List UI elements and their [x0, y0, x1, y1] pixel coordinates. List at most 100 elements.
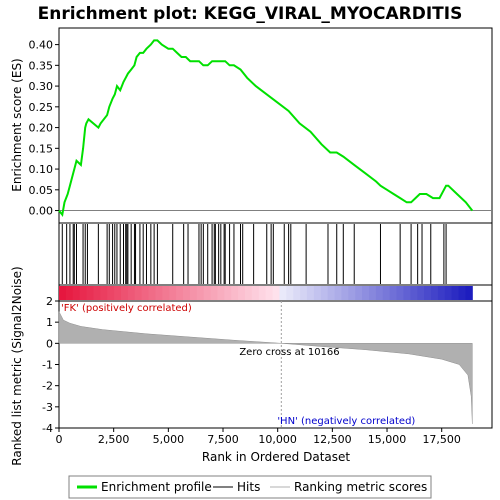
color-bar-segment	[258, 286, 267, 300]
legend-hits-label: Hits	[237, 480, 260, 494]
color-bar-segment	[348, 286, 356, 300]
es-tick-label: 0.10	[29, 163, 54, 176]
color-bar-segment	[65, 286, 74, 300]
color-bar-segment	[217, 286, 225, 300]
es-tick-label: 0.05	[29, 184, 54, 197]
color-bar-segment	[79, 286, 88, 300]
color-bar-segment	[341, 286, 349, 300]
x-tick-label: 5,000	[153, 433, 185, 446]
color-bar-segment	[424, 286, 432, 300]
metric-axis-label: Ranked list metric (Signal2Noise)	[10, 266, 24, 465]
color-bar-segment	[107, 286, 115, 300]
color-bar-segment	[272, 286, 280, 300]
color-bar-segment	[355, 286, 363, 300]
es-axis-label: Enrichment score (ES)	[10, 58, 24, 191]
color-bar-segment	[389, 286, 398, 300]
color-bar-segment	[196, 286, 205, 300]
es-tick-label: 0.20	[29, 122, 54, 135]
color-bar-segment	[189, 286, 198, 300]
color-bar-segment	[410, 286, 418, 300]
x-tick-label: 12,500	[313, 433, 352, 446]
es-axis: 0.00 0.05 0.10 0.15 0.20 0.25 0.30 0.35 0.40	[29, 39, 492, 218]
es-tick-label: 0.40	[29, 39, 54, 52]
color-bar-segment	[231, 286, 239, 300]
es-panel	[58, 27, 493, 224]
legend-metric-label: Ranking metric scores	[294, 480, 427, 494]
color-bar-segment	[382, 286, 391, 300]
color-bar-segment	[403, 286, 411, 300]
metric-axis: 2 1 0 -1 -2 -3 -4	[42, 295, 59, 435]
color-bar-segment	[396, 286, 404, 300]
x-tick-label: 0	[56, 433, 63, 446]
color-bar-segment	[100, 286, 108, 300]
metric-tick-label: -4	[42, 422, 53, 435]
color-bar-segment	[327, 286, 336, 300]
color-bar-segment	[265, 286, 274, 300]
x-tick-label: 7,500	[207, 433, 239, 446]
color-bar-segment	[451, 286, 460, 300]
metric-tick-label: 1	[46, 316, 53, 329]
color-bar-segment	[162, 286, 170, 300]
es-tick-label: 0.00	[29, 205, 54, 218]
es-tick-label: 0.30	[29, 80, 54, 93]
color-bar-segment	[293, 286, 301, 300]
color-bar-segment	[306, 286, 315, 300]
ranked-list-color-bar	[59, 286, 473, 300]
metric-panel	[58, 300, 493, 429]
color-bar-segment	[244, 286, 253, 300]
enrichment-profile-line	[58, 39, 474, 218]
color-bar-segment	[417, 286, 425, 300]
x-tick-label: 17,500	[422, 433, 461, 446]
negative-label: 'HN' (negatively correlated)	[277, 416, 415, 427]
metric-tick-label: -2	[42, 380, 53, 393]
color-bar-segment	[279, 286, 287, 300]
chart-title: Enrichment plot: KEGG_VIRAL_MYOCARDITIS	[38, 4, 463, 24]
legend: Enrichment profile Hits Ranking metric s…	[68, 475, 432, 499]
color-bar-segment	[444, 286, 453, 300]
color-bar-segment	[210, 286, 218, 300]
color-bar-segment	[155, 286, 163, 300]
color-bar-segment	[251, 286, 260, 300]
color-bar-segment	[134, 286, 143, 300]
metric-tick-label: 2	[46, 295, 53, 308]
color-bar-segment	[238, 286, 246, 300]
x-axis-label: Rank in Ordered Dataset	[202, 450, 350, 464]
color-bar-segment	[320, 286, 329, 300]
es-tick-label: 0.35	[29, 59, 54, 72]
color-bar-segment	[169, 286, 177, 300]
hits-marks	[61, 224, 447, 284]
x-tick-label: 2,500	[98, 433, 130, 446]
metric-tick-label: -3	[42, 401, 53, 414]
color-bar-segment	[114, 286, 122, 300]
color-bar-segment	[362, 286, 370, 300]
color-bar-segment	[375, 286, 384, 300]
ranking-metric-area	[58, 311, 473, 424]
color-bar-segment	[313, 286, 322, 300]
color-bar-segment	[437, 286, 446, 300]
color-bar-segment	[182, 286, 191, 300]
color-bar-segment	[141, 286, 150, 300]
x-axis: 0 2,500 5,000 7,500 10,000 12,500 15,000 17,500	[56, 428, 461, 446]
color-bar-segment	[59, 286, 67, 300]
color-bar-segment	[86, 286, 94, 300]
color-bar-segment	[430, 286, 439, 300]
es-tick-label: 0.25	[29, 101, 54, 114]
metric-tick-label: 0	[46, 337, 53, 350]
color-bar-segment	[176, 286, 184, 300]
positive-label: 'FK' (positively correlated)	[61, 303, 192, 314]
color-bar-segment	[148, 286, 156, 300]
color-bar-segment	[334, 286, 342, 300]
color-bar-segment	[93, 286, 101, 300]
color-bar-segment	[300, 286, 308, 300]
legend-profile-label: Enrichment profile	[101, 480, 212, 494]
color-bar-segment	[72, 286, 81, 300]
color-bar-segment	[203, 286, 212, 300]
color-bar-segment	[224, 286, 232, 300]
color-bar-segment	[368, 286, 377, 300]
x-tick-label: 15,000	[368, 433, 407, 446]
color-bar-segment	[286, 286, 294, 300]
es-tick-label: 0.15	[29, 142, 54, 155]
metric-tick-label: -1	[42, 359, 53, 372]
color-bar-segment	[120, 286, 129, 300]
